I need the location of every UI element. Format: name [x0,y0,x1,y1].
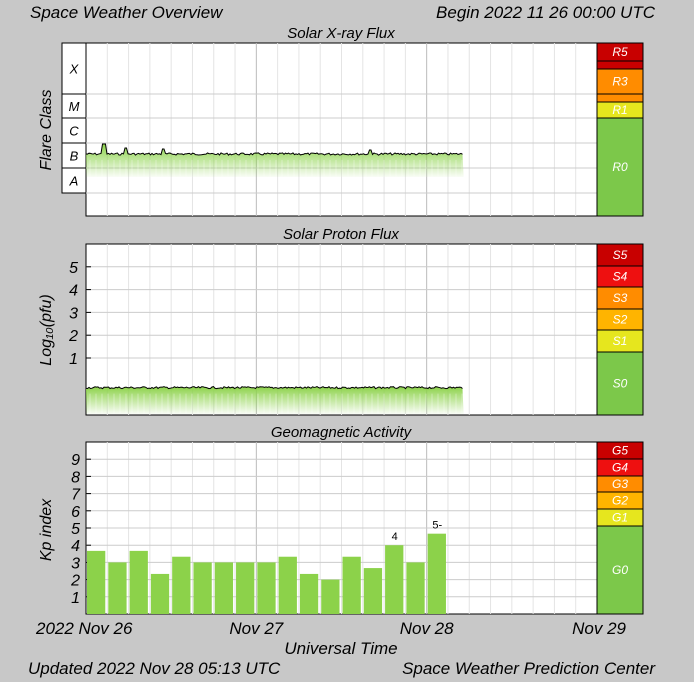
xray-scale-label: R0 [612,160,628,174]
xray-scale-label: R5 [612,45,628,59]
kp-bar [321,579,340,614]
proton-scale-label: S2 [613,313,628,327]
xray-scale-band [596,60,644,70]
kp-scale-label: G4 [612,461,628,475]
kp-y-tick-label: 4 [71,538,80,555]
header-begin: Begin 2022 11 26 00:00 UTC [436,3,656,22]
kp-bar [427,533,446,614]
kp-scale-label: G0 [612,563,628,577]
kp-scale-g0 [596,525,644,615]
kp-bar [363,568,383,614]
proton-y-tick-label: 1 [69,351,78,368]
flare-class-label: C [69,124,79,139]
kp-ylabel: Kp index [38,498,55,561]
kp-bar [172,556,191,614]
proton-flux-fill [86,386,464,414]
xray-scale-label: R1 [612,103,627,117]
kp-y-tick-label: 5 [71,521,80,538]
kp-bar [214,562,234,614]
xray-scale-band [596,117,644,217]
kp-data-label: 4 [392,531,398,543]
xray-flux-line [85,143,463,156]
proton-y-tick-label: 3 [69,305,78,322]
kp-y-tick-label: 3 [71,555,80,572]
xray-scale-band [596,93,644,103]
proton-scale-label: S3 [613,291,628,305]
kp-bar [299,573,319,614]
kp-y-tick-label: 1 [71,590,80,607]
kp-y-tick-label: 8 [71,469,80,486]
proton-scale-label: S5 [613,248,628,262]
flare-class-cell [61,167,87,194]
x-tick-label: Nov 28 [400,619,454,638]
kp-title: Geomagnetic Activity [271,424,413,441]
kp-bar [150,573,170,614]
flare-class-label: X [69,62,80,77]
proton-flux-line [85,385,463,390]
proton-title: Solar Proton Flux [283,226,399,243]
proton-panel: 1 2 3 4 5 S5 S4 S3 S2 S1 S0 [68,243,644,416]
proton-y-tick-label: 2 [68,328,78,345]
xray-scale-band [596,68,644,95]
flare-class-label: A [69,174,79,189]
xray-scale-label: R3 [612,75,628,89]
proton-scale-s0 [596,351,644,416]
header-title: Space Weather Overview [30,3,224,22]
kp-bar [406,562,425,614]
proton-ylabel: Log₁₀(pfu) [38,294,55,365]
xray-ylabel: Flare Class [38,90,55,171]
footer-updated: Updated 2022 Nov 28 05:13 UTC [28,659,281,678]
x-tick-label: 2022 Nov 26 [35,619,133,638]
kp-y-tick-label: 7 [71,487,81,504]
flare-class-label: M [69,99,80,114]
xray-scale-label: R5 [612,0,628,3]
xray-title: Solar X-ray Flux [287,25,395,42]
x-tick-labels: 2022 Nov 26 Nov 27 Nov 28 Nov 29 [35,619,627,638]
kp-bar [108,562,127,614]
flare-class-cell [61,42,87,95]
kp-bar [342,556,361,614]
footer-center: Space Weather Prediction Center [402,659,656,678]
x-tick-label: Nov 27 [229,619,283,638]
proton-scale-label: S4 [613,270,628,284]
flare-class-cell [61,117,87,144]
kp-bar [278,556,297,614]
kp-scale-label: G2 [612,494,628,508]
kp-bar [257,562,276,614]
kp-scale-label: G1 [612,511,628,525]
kp-scale-label: G5 [612,444,628,458]
kp-bar [236,562,255,614]
kp-bar [193,562,212,614]
proton-y-tick-label: 4 [69,283,78,300]
xray-scale-label: R0 [612,0,628,3]
kp-data-label: 5- [432,520,442,532]
kp-scale-label: G3 [612,477,628,491]
proton-scale-label: S1 [613,334,628,348]
xray-panel: ABCMXR5R3R1R0R5R3R1R0 [61,0,644,217]
xray-scale-label: R1 [612,0,627,3]
kp-y-tick-label: 2 [70,573,80,590]
proton-y-tick-label: 5 [69,260,78,277]
x-axis-label: Universal Time [284,639,397,658]
kp-y-tick-label: 9 [71,452,80,469]
xray-scale-label: R3 [612,0,628,3]
kp-bar [129,550,148,614]
kp-y-tick-label: 6 [71,504,80,521]
flare-class-label: B [70,149,79,164]
kp-bar [385,545,404,614]
proton-scale-label: S0 [613,377,628,391]
x-tick-label: Nov 29 [572,619,626,638]
kp-bar [87,550,106,614]
